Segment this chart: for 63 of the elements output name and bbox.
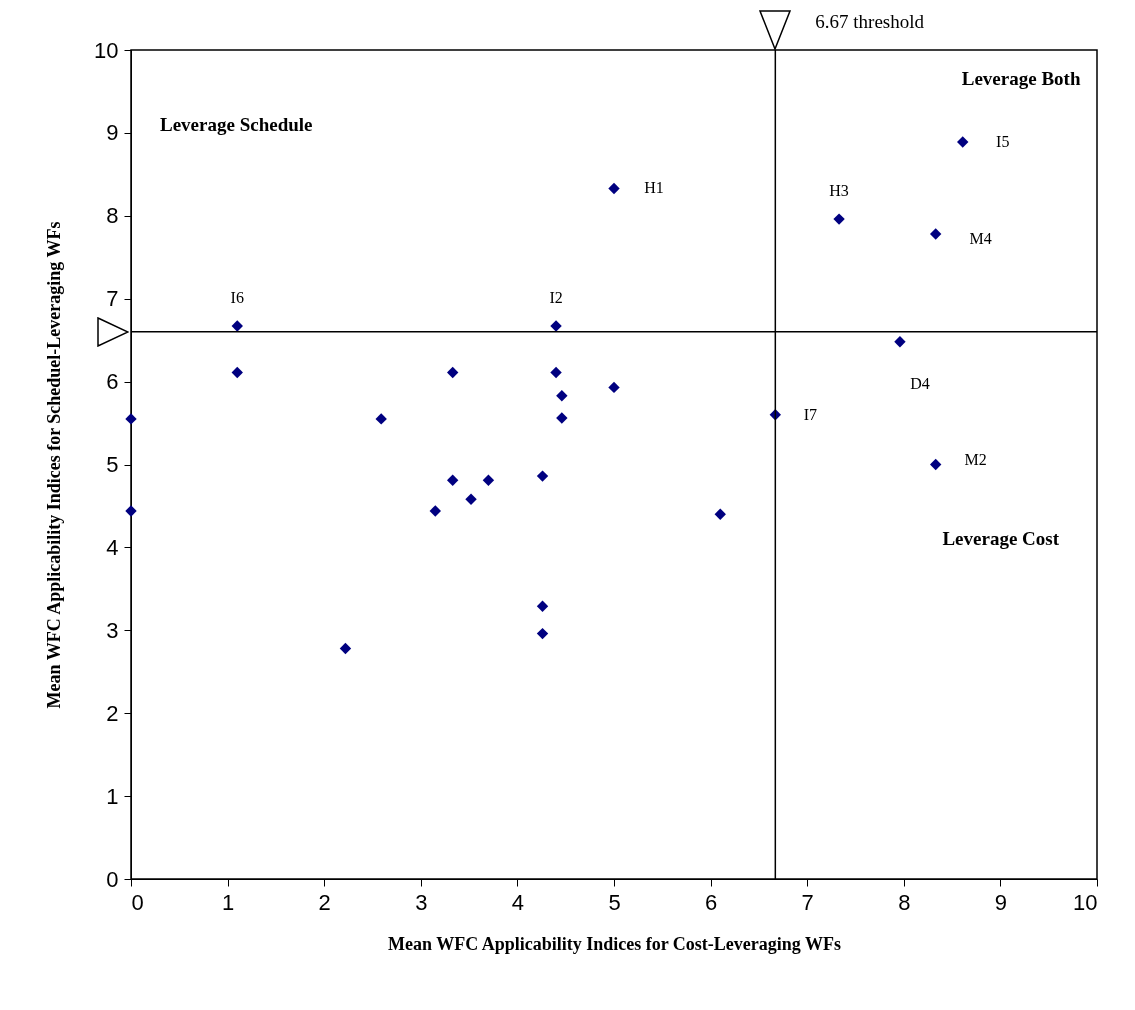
point xyxy=(536,627,549,640)
annotation: Leverage Schedule xyxy=(159,113,313,135)
annotation: H1 xyxy=(644,179,664,197)
annotation: M4 xyxy=(969,230,992,248)
point xyxy=(482,474,495,486)
y-tick-label: 7 xyxy=(106,286,119,312)
y-tick-label: 3 xyxy=(106,617,119,643)
x-tick-label: 10 xyxy=(1073,889,1098,915)
point xyxy=(556,389,568,402)
x-tick-label: 0 xyxy=(131,889,144,915)
x-tick-label: 1 xyxy=(221,889,235,915)
x-tick-label: 3 xyxy=(415,889,428,915)
point xyxy=(550,320,562,332)
point xyxy=(465,493,477,506)
annotation: I5 xyxy=(996,133,1010,151)
x-tick-label: 8 xyxy=(898,889,911,915)
y-tick-label: 5 xyxy=(106,452,119,477)
point xyxy=(231,366,243,379)
annotation: Leverage Cost xyxy=(942,528,1060,550)
y-tick-label: 6 xyxy=(106,369,119,395)
annotation: D4 xyxy=(910,374,930,392)
point xyxy=(929,458,942,471)
x-tick-label: 2 xyxy=(318,889,331,915)
point xyxy=(714,508,726,520)
point xyxy=(550,366,562,379)
point xyxy=(231,320,243,332)
y-tick-label: 9 xyxy=(106,120,119,146)
point xyxy=(536,470,549,482)
point xyxy=(446,474,459,486)
y-tick-label: 2 xyxy=(106,700,119,726)
y-tick-label: 0 xyxy=(106,866,119,892)
y-axis-title: Mean WFC Applicability Indices for Scheduel-Leveraging WFs xyxy=(44,221,65,709)
annotation: I2 xyxy=(549,289,563,307)
annotation: I7 xyxy=(803,405,817,423)
point xyxy=(957,136,969,148)
point xyxy=(536,600,549,612)
annotation: Leverage Both xyxy=(961,68,1081,90)
point xyxy=(556,412,568,424)
y-tick-label: 4 xyxy=(106,534,119,560)
legend-label: 6.67 threshold xyxy=(815,11,925,32)
point xyxy=(608,182,620,195)
x-tick-label: 5 xyxy=(608,889,621,915)
x-tick-label: 9 xyxy=(994,889,1008,915)
point xyxy=(929,228,942,240)
point xyxy=(833,213,845,225)
point xyxy=(125,413,137,425)
y-tick-label: 10 xyxy=(94,37,119,63)
annotation: H3 xyxy=(829,182,849,200)
annotation: M2 xyxy=(964,450,987,468)
x-tick-label: 6 xyxy=(704,889,718,915)
y-tick-label: 8 xyxy=(106,203,119,229)
point xyxy=(339,642,352,655)
y-tick-label: 1 xyxy=(106,783,119,809)
point xyxy=(894,336,906,348)
point xyxy=(429,505,441,517)
point xyxy=(608,381,620,394)
x-tick-label: 7 xyxy=(801,889,814,915)
annotation: I6 xyxy=(230,289,244,307)
point xyxy=(125,505,137,517)
point xyxy=(446,366,459,379)
point xyxy=(375,413,387,425)
x-tick-label: 4 xyxy=(511,889,525,915)
x-axis-title: Mean WFC Applicability Indices for Cost-Leveraging WFs xyxy=(387,933,842,954)
